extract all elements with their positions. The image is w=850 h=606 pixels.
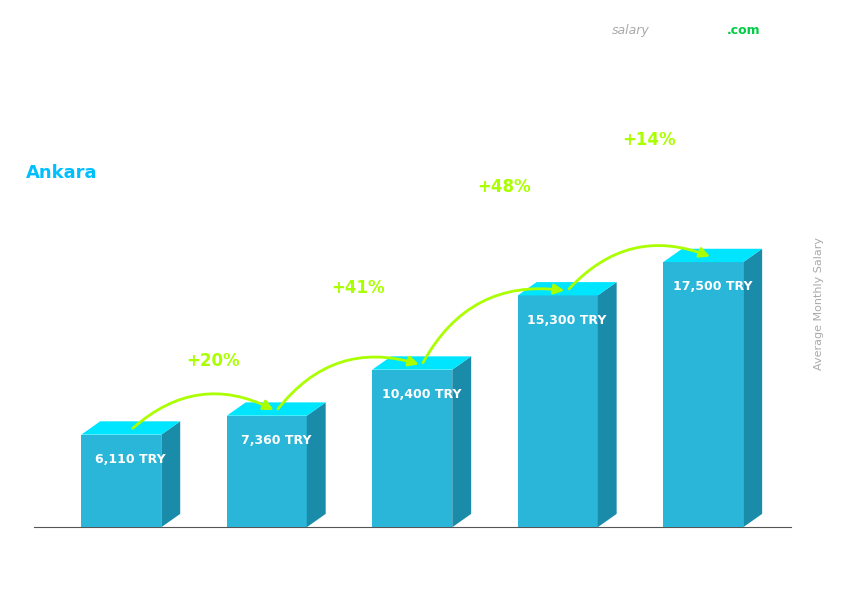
Polygon shape [372,356,471,370]
Polygon shape [743,248,762,527]
Polygon shape [162,421,180,527]
Text: Ankara: Ankara [26,164,97,182]
Text: 6,110 TRY: 6,110 TRY [95,453,166,466]
Polygon shape [307,402,326,527]
Polygon shape [598,282,616,527]
Bar [227,416,307,527]
Text: 17,500 TRY: 17,500 TRY [673,280,752,293]
Bar [82,435,162,527]
Text: Salary Comparison By Education: Salary Comparison By Education [26,24,534,52]
Text: Average Monthly Salary: Average Monthly Salary [814,236,824,370]
Bar [372,370,452,527]
Text: +41%: +41% [332,279,385,297]
Text: explorer: explorer [667,24,726,37]
Text: 15,300 TRY: 15,300 TRY [528,313,607,327]
Text: .com: .com [727,24,761,37]
Polygon shape [518,282,616,295]
Text: salary: salary [612,24,649,37]
Polygon shape [227,402,326,416]
Text: +48%: +48% [477,178,530,196]
Text: Trade Compliance Manager: Trade Compliance Manager [26,109,292,128]
Bar [518,295,598,527]
Polygon shape [82,421,180,435]
Polygon shape [663,248,762,262]
Bar [663,262,743,527]
Polygon shape [452,356,471,527]
Text: 10,400 TRY: 10,400 TRY [382,388,462,401]
Text: +14%: +14% [622,132,677,149]
Text: +20%: +20% [186,351,240,370]
Text: 7,360 TRY: 7,360 TRY [241,434,311,447]
